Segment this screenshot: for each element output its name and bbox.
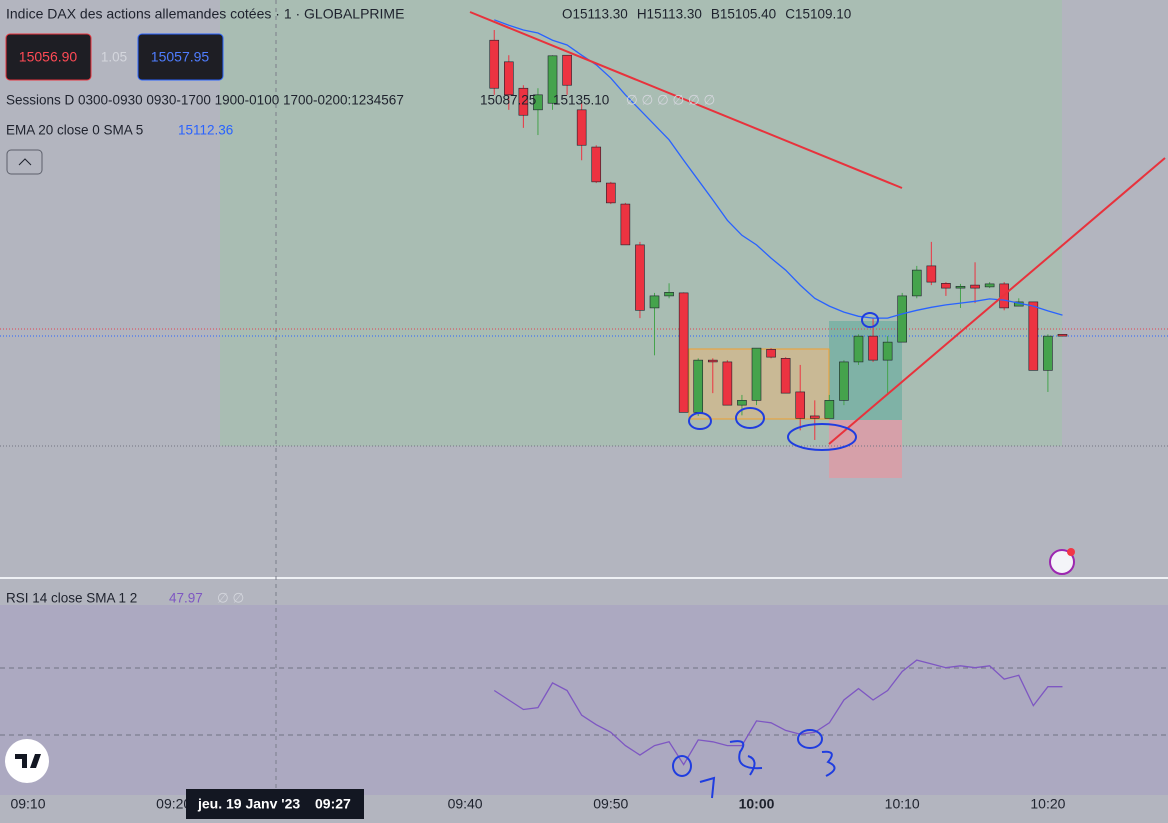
candle-body: [635, 244, 645, 311]
candle-body: [911, 269, 922, 297]
position-zone: [220, 0, 1062, 446]
symbol-title: Indice DAX des actions allemandes cotées…: [6, 6, 404, 22]
rsi-value: 47.97: [169, 591, 203, 606]
buy-price[interactable]: 15057.95: [151, 49, 210, 65]
candle-body: [1043, 335, 1053, 371]
candle-body: [1028, 301, 1039, 371]
ohlc-value: H15113.30: [637, 7, 702, 22]
candle-body: [1057, 334, 1068, 337]
candle-body: [955, 285, 966, 289]
candle-body: [620, 203, 631, 246]
candle-body: [562, 54, 572, 86]
ohlc-value: C15109.10: [785, 7, 851, 22]
candle-body: [839, 361, 849, 401]
sessions-value: 15087.25: [480, 93, 536, 108]
candle-body: [576, 109, 587, 146]
chevron: [18, 158, 32, 166]
candle-body: [533, 94, 543, 111]
candle-body: [664, 292, 674, 297]
x-tick-label: 09:40: [448, 796, 483, 812]
candle-body: [518, 87, 529, 116]
sessions-value: 15135.10: [553, 93, 609, 108]
stop-zone: [829, 420, 902, 478]
candle-body: [780, 358, 791, 394]
candle-body: [882, 341, 893, 361]
alert-dot: [1067, 548, 1075, 556]
candle-body: [795, 391, 806, 419]
ohlc-legend: O15113.30 H15113.30 B15105.40 C15109.10: [562, 7, 851, 22]
candle-body: [751, 347, 762, 401]
candle-body: [941, 282, 951, 289]
rsi-band: [0, 605, 1168, 795]
trend-line: [469, 11, 903, 189]
x-tick-label: 09:10: [10, 796, 45, 812]
ema-value: 15112.36: [178, 123, 233, 138]
candle-body: [824, 400, 835, 419]
candle-body: [605, 182, 616, 204]
hand-drawing: [672, 312, 879, 799]
rsi-extra: ∅ ∅: [217, 591, 245, 606]
candle-body: [809, 415, 820, 419]
x-tick-label: 10:20: [1030, 796, 1065, 812]
crosshair-time: 09:27: [315, 796, 351, 812]
candle-body: [853, 335, 864, 363]
crosshair-label: [186, 789, 364, 819]
x-tick-label: 10:00: [739, 796, 775, 812]
ohlc-value: B15105.40: [711, 7, 776, 22]
x-tick-label: 10:10: [885, 796, 920, 812]
candle-body: [984, 283, 995, 288]
candle-body: [868, 335, 878, 361]
candle-body: [926, 265, 937, 283]
sessions-legend: Sessions D 0300-0930 0930-1700 1900-0100…: [6, 93, 404, 108]
candle-body: [707, 359, 718, 363]
candle-body: [591, 146, 602, 183]
candle-body: [547, 55, 558, 104]
sessions-value: ∅ ∅ ∅ ∅ ∅ ∅: [626, 93, 716, 108]
rsi-legend: RSI 14 close SMA 1 2: [6, 591, 137, 606]
candle-body: [737, 400, 747, 406]
plot: [489, 19, 1068, 766]
candle-body: [722, 361, 733, 406]
trend-line: [828, 157, 1166, 445]
ohlc-value: O15113.30: [562, 7, 628, 22]
spread: 1.05: [101, 50, 127, 65]
candle-body: [649, 295, 660, 309]
x-tick-label: 09:50: [593, 796, 628, 812]
sell-price[interactable]: 15056.90: [19, 49, 78, 65]
candle-body: [897, 295, 908, 343]
alert-icon[interactable]: [1049, 549, 1075, 575]
candle-body: [489, 39, 500, 89]
x-tick-label: 09:20: [156, 796, 191, 812]
candle-body: [970, 284, 980, 289]
candle-body: [766, 349, 776, 358]
indicator-line: [493, 659, 1063, 766]
x-axis: 09:10 09:20 09:40 09:50 10:00 10:10 10:20: [10, 796, 1065, 812]
sell-button[interactable]: [5, 33, 92, 81]
buy-button[interactable]: [137, 33, 224, 81]
collapse-button[interactable]: [6, 149, 43, 175]
candle-body: [693, 359, 704, 413]
candle-body: [678, 292, 689, 413]
ema-legend: EMA 20 close 0 SMA 5: [6, 123, 143, 138]
candle-body: [504, 61, 514, 96]
logo-mark: [15, 754, 41, 768]
crosshair-date: jeu. 19 Janv '23: [197, 796, 300, 812]
